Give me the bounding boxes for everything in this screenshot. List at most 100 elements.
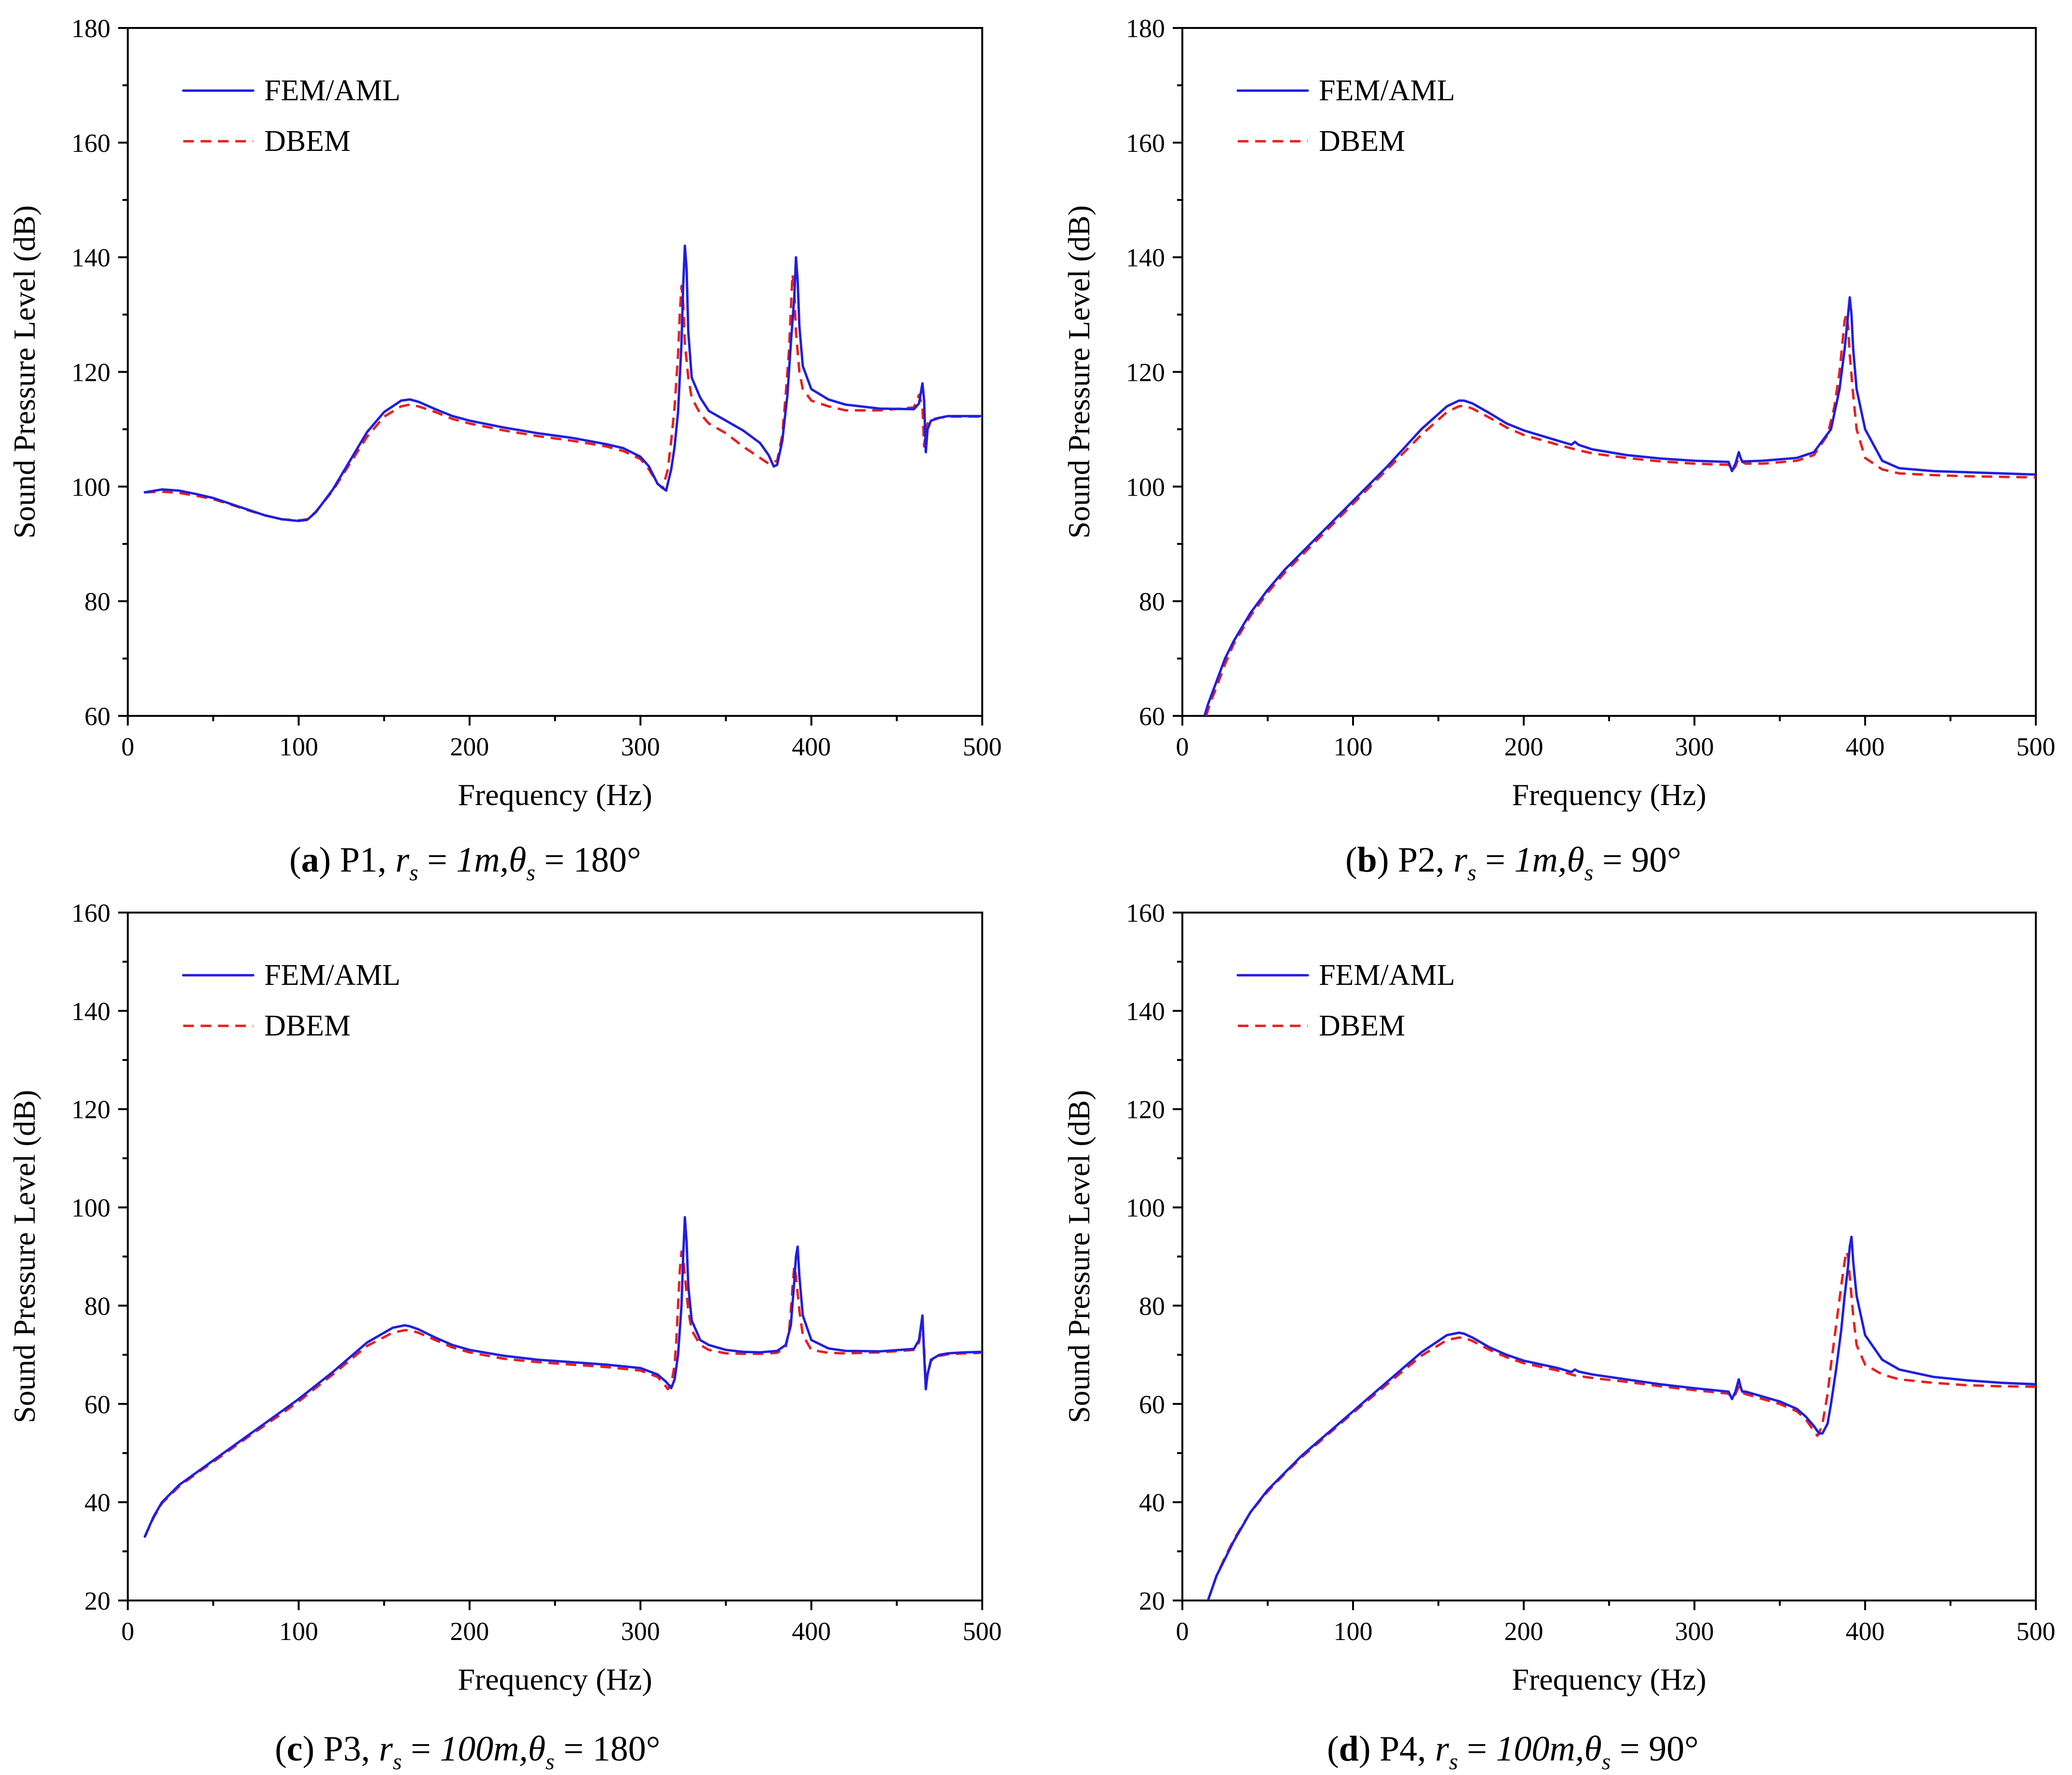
y-axis-title: Sound Pressure Level (dB) (7, 1090, 41, 1423)
series-line-fem-aml (143, 1216, 982, 1538)
plot-frame (1181, 27, 2037, 717)
y-tick-label: 40 (1139, 1488, 1165, 1517)
caption-part: P2, (1389, 840, 1453, 880)
legend-label: DBEM (264, 125, 351, 158)
caption-part: ) (319, 840, 331, 880)
caption-part: ( (1327, 1729, 1339, 1769)
y-tick-label: 40 (84, 1488, 110, 1517)
caption-part: = (1458, 1729, 1496, 1769)
legend-label: FEM/AML (264, 74, 400, 107)
x-tick-label: 100 (1334, 1617, 1373, 1646)
x-tick-label: 100 (279, 732, 318, 761)
caption-part: ) (1359, 1729, 1371, 1769)
caption-part: s (545, 1749, 555, 1775)
caption-part: s (1584, 860, 1594, 886)
x-tick-label: 300 (621, 732, 660, 761)
caption-part: = (418, 840, 456, 880)
caption-part: 180° (593, 1729, 661, 1769)
caption-part: r (1453, 840, 1468, 880)
legend-label: FEM/AML (1319, 74, 1455, 107)
caption-part: θ (509, 840, 526, 880)
y-axis-title: Sound Pressure Level (dB) (1062, 205, 1096, 538)
legend-label: DBEM (1319, 1009, 1405, 1042)
chart-panel-d: 0 100 200 300 400 500 20 40 60 80 100 120 140 160 Freq… (1062, 899, 2056, 1775)
series-line-dbem (144, 1250, 982, 1537)
y-tick-label: 120 (71, 1095, 110, 1124)
caption-part: θ (528, 1729, 545, 1769)
caption-part: = (1593, 840, 1631, 880)
series-line-fem-aml (143, 244, 982, 523)
x-tick-label: 500 (2017, 1617, 2056, 1646)
series-line-dbem (1206, 1250, 2036, 1600)
caption-part: = (1476, 840, 1515, 880)
caption-part: 100m, (440, 1729, 528, 1769)
x-tick-label: 0 (1176, 732, 1189, 761)
x-tick-label: 200 (1504, 732, 1544, 761)
series-line-dbem (1205, 313, 2036, 716)
x-tick-label: 300 (1675, 1617, 1714, 1646)
x-axis-title: Frequency (Hz) (458, 1662, 652, 1696)
caption-part: θ (1567, 840, 1584, 880)
caption-part: 90° (1649, 1729, 1699, 1769)
caption-part: s (1602, 1749, 1611, 1775)
caption-part: r (1435, 1729, 1449, 1769)
chart-panel-c: 0 100 200 300 400 500 20 40 60 80 100 120 140 160 Freq… (7, 899, 1002, 1775)
caption-part: d (1339, 1729, 1359, 1769)
caption-part: s (1449, 1749, 1458, 1775)
y-tick-label: 100 (1126, 472, 1165, 501)
y-tick-label: 80 (84, 587, 110, 616)
legend-label: DBEM (1319, 125, 1405, 158)
y-tick-label: 20 (84, 1587, 110, 1615)
legend-label: FEM/AML (1319, 959, 1455, 992)
y-tick-label: 160 (71, 129, 110, 158)
y-tick-label: 60 (84, 1390, 110, 1419)
caption-part: 180° (573, 840, 641, 880)
panel-caption: (d) P4, rs = 100m,θs = 90° (1327, 1729, 1699, 1775)
y-tick-label: 80 (1139, 587, 1165, 616)
x-tick-label: 400 (792, 1617, 831, 1646)
caption-part: 1m, (1514, 840, 1567, 880)
caption-part: s (1467, 860, 1476, 886)
y-tick-label: 180 (1126, 14, 1165, 43)
series-line-fem-aml (1206, 1236, 2036, 1600)
panel-caption: (b) P2, rs = 1m,θs = 90° (1345, 840, 1681, 886)
y-tick-label: 60 (84, 702, 110, 731)
x-tick-label: 0 (1176, 1617, 1189, 1646)
chart-panel-b: 0 100 200 300 400 500 60 80 100 120 140 160 180 Frequ… (1062, 14, 2056, 886)
caption-part: ( (1345, 840, 1357, 880)
y-tick-label: 140 (71, 997, 110, 1026)
y-tick-label: 140 (1126, 243, 1165, 272)
caption-part: ) (303, 1729, 315, 1769)
caption-part: P4, (1370, 1729, 1435, 1769)
caption-part: P1, (331, 840, 395, 880)
y-axis-title: Sound Pressure Level (dB) (1062, 1090, 1096, 1423)
caption-part: r (379, 1729, 393, 1769)
y-tick-label: 140 (1126, 997, 1165, 1026)
y-tick-label: 100 (1126, 1194, 1165, 1223)
y-tick-label: 160 (1126, 899, 1165, 928)
y-tick-label: 160 (1126, 129, 1165, 158)
caption-part: a (301, 840, 319, 880)
caption-part: θ (1584, 1729, 1601, 1769)
x-tick-label: 500 (2017, 732, 2056, 761)
caption-part: = (555, 1729, 593, 1769)
caption-part: 100m, (1496, 1729, 1584, 1769)
caption-part: r (395, 840, 410, 880)
x-axis-title: Frequency (Hz) (1512, 778, 1706, 812)
y-tick-label: 80 (1139, 1291, 1165, 1320)
caption-part: ) (1377, 840, 1389, 880)
panel-caption: (a) P1, rs = 1m,θs = 180° (289, 840, 641, 886)
panel-caption: (c) P3, rs = 100m,θs = 180° (275, 1729, 660, 1775)
caption-part: = (402, 1729, 440, 1769)
x-tick-label: 400 (792, 732, 831, 761)
x-tick-label: 300 (621, 1617, 660, 1646)
x-tick-label: 400 (1846, 732, 1885, 761)
y-tick-label: 120 (71, 358, 110, 387)
caption-part: b (1357, 840, 1377, 880)
x-tick-label: 200 (450, 1617, 489, 1646)
series-line-fem-aml (1203, 296, 2036, 716)
y-tick-label: 60 (1139, 1390, 1165, 1419)
x-tick-label: 500 (963, 1617, 1002, 1646)
y-tick-label: 100 (71, 472, 110, 501)
